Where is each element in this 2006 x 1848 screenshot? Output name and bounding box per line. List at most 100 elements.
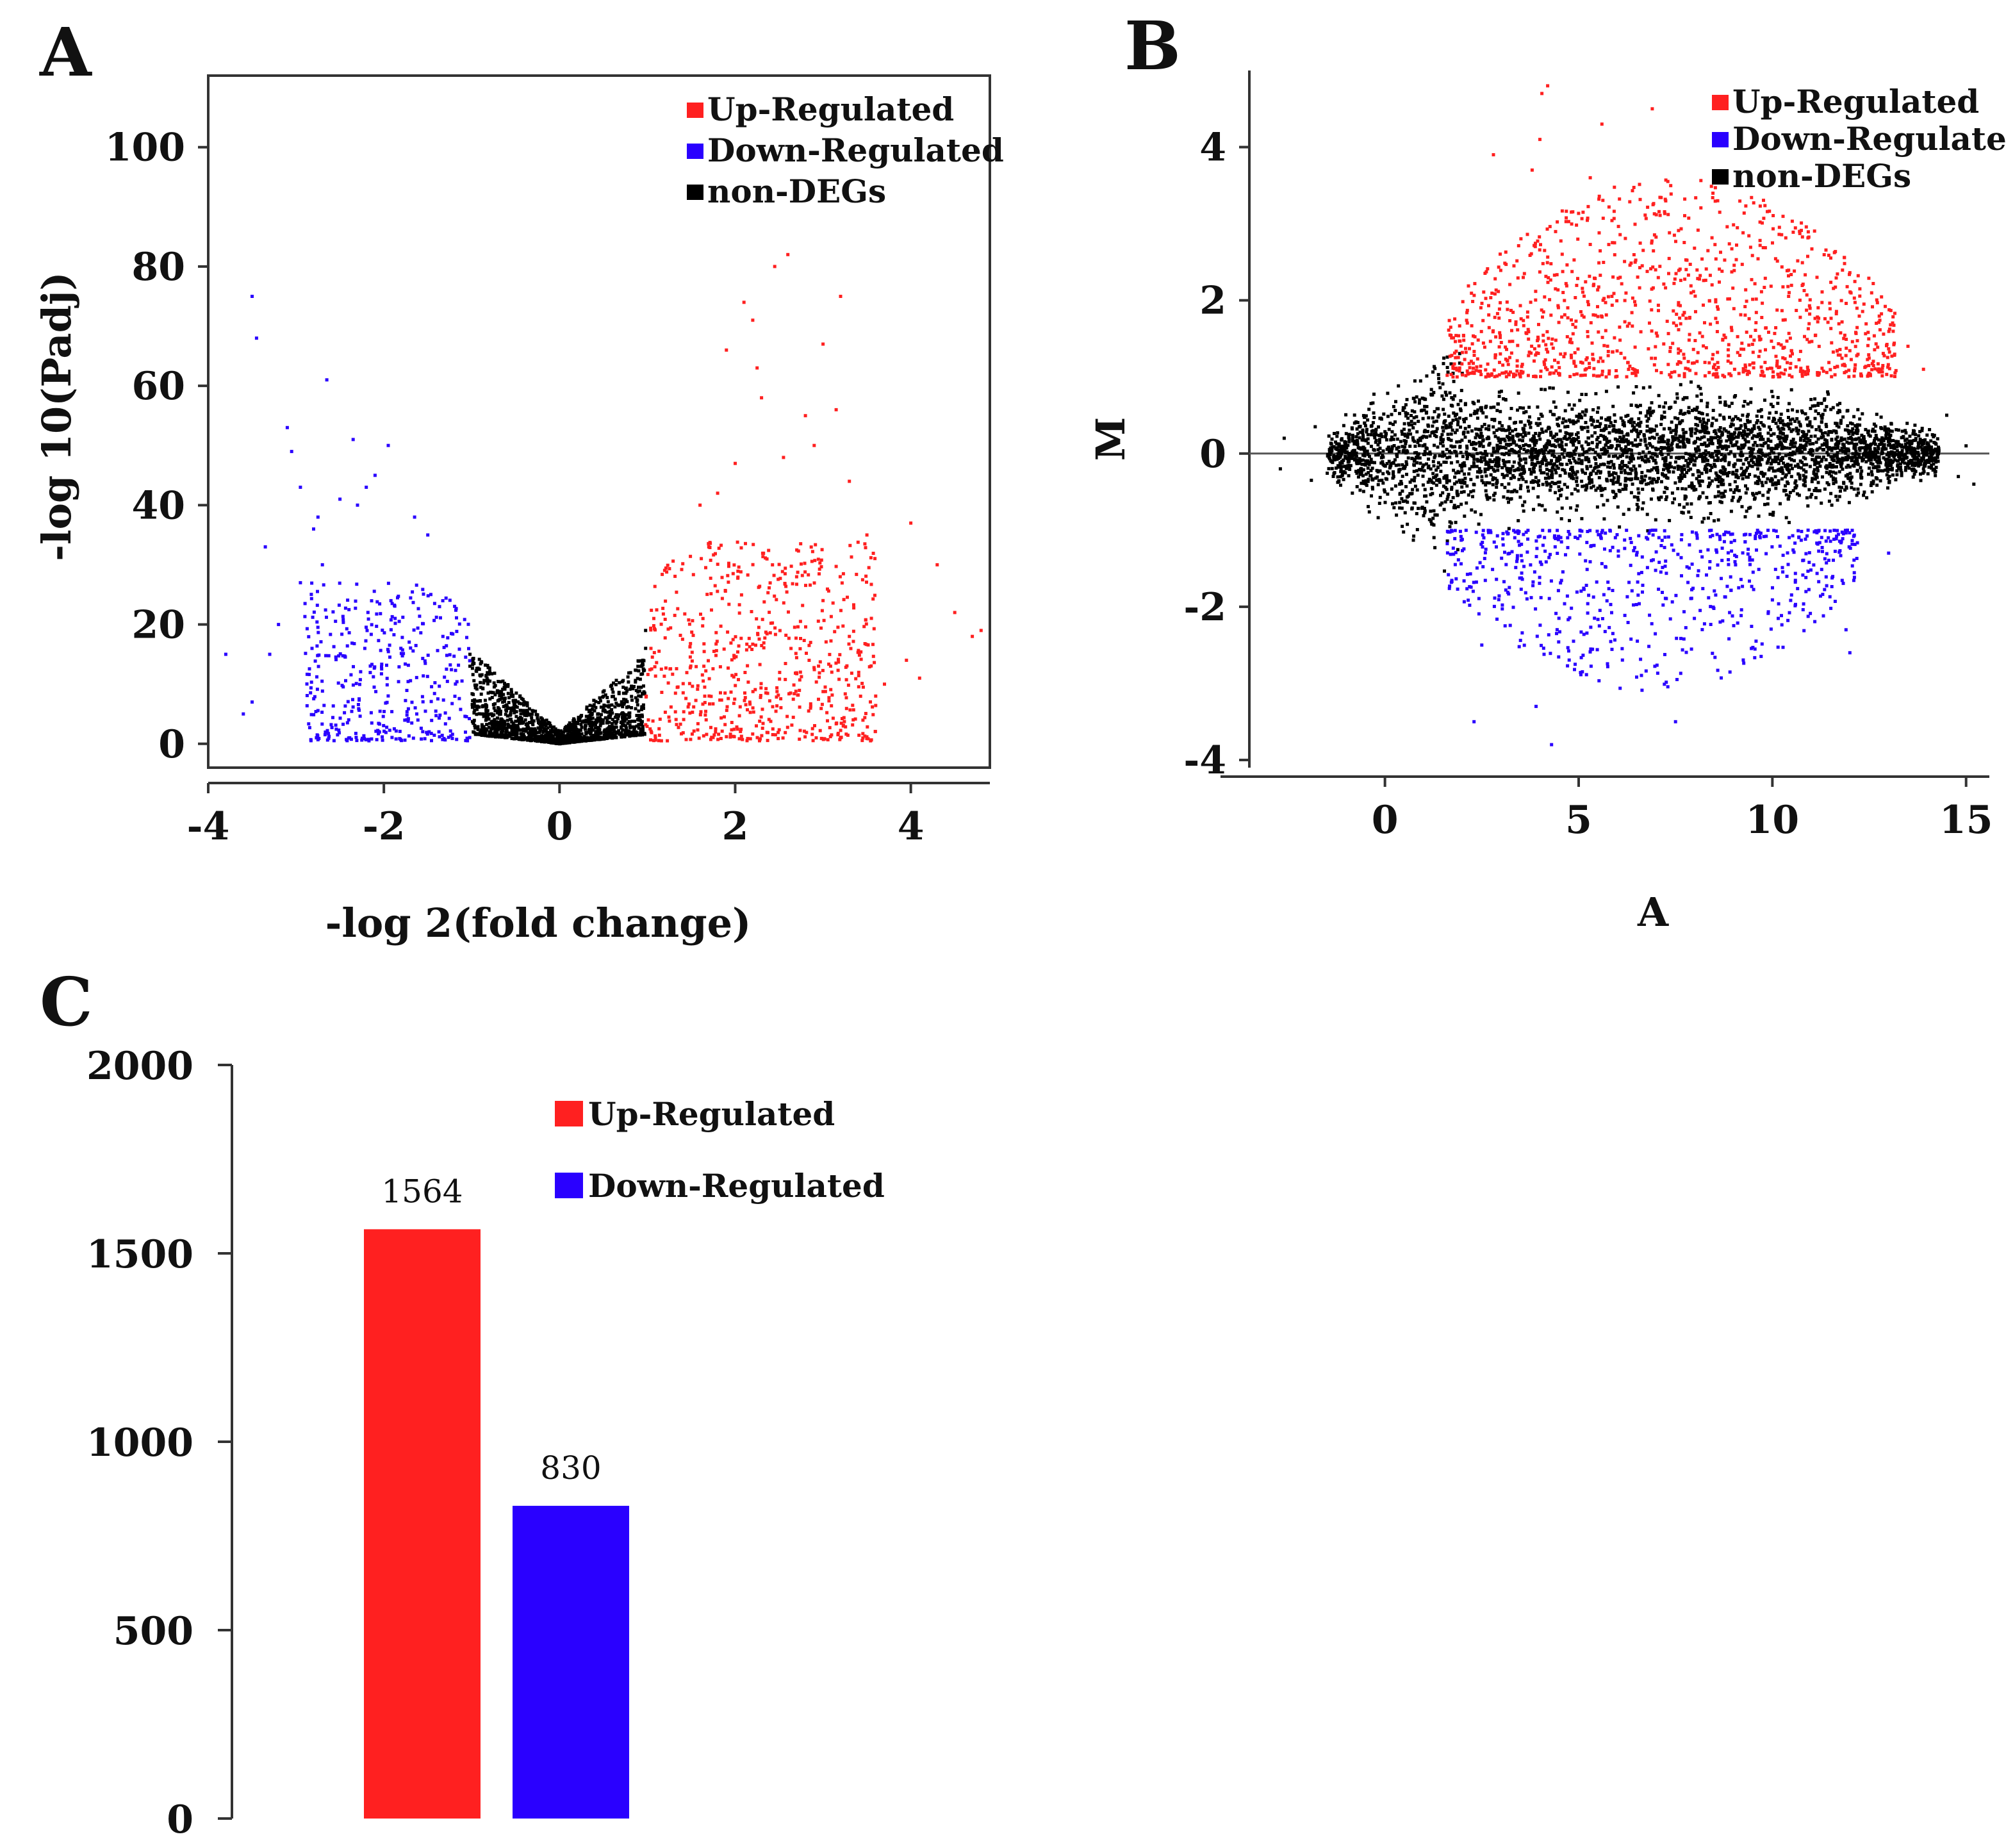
data-point <box>611 711 614 715</box>
data-point <box>303 615 307 618</box>
data-point <box>1934 465 1938 469</box>
data-point <box>488 697 492 701</box>
data-point <box>785 714 789 718</box>
data-point <box>807 643 811 647</box>
data-point <box>1431 472 1435 475</box>
data-point <box>1500 466 1504 470</box>
data-point <box>1415 395 1418 399</box>
data-point <box>1522 447 1526 451</box>
data-point <box>1550 472 1554 476</box>
data-point <box>1361 435 1365 439</box>
data-point <box>796 570 800 574</box>
data-point <box>488 670 491 673</box>
data-point <box>620 725 623 729</box>
data-point <box>1758 409 1762 413</box>
data-point <box>473 724 477 727</box>
data-point <box>1624 485 1627 489</box>
data-point <box>515 705 519 709</box>
data-point <box>1691 473 1695 477</box>
data-point <box>1596 419 1600 423</box>
data-point <box>1591 418 1595 422</box>
data-point <box>492 681 496 685</box>
data-point <box>277 623 281 627</box>
data-point <box>766 739 769 743</box>
data-point <box>589 712 593 716</box>
data-point <box>1575 479 1579 483</box>
data-point <box>696 728 700 732</box>
data-point <box>1775 447 1779 450</box>
data-point <box>756 632 760 636</box>
data-point <box>723 723 727 727</box>
data-point <box>487 717 491 721</box>
data-point <box>513 709 516 713</box>
data-point <box>499 680 503 684</box>
data-point <box>316 738 320 741</box>
data-point <box>309 713 313 716</box>
data-point <box>388 729 391 732</box>
data-point <box>1415 461 1418 465</box>
data-point <box>1560 506 1564 510</box>
data-point <box>1915 456 1919 459</box>
data-point <box>1328 450 1332 454</box>
data-point <box>1607 424 1611 428</box>
data-point <box>1797 493 1801 497</box>
data-point <box>620 712 624 716</box>
data-point <box>1435 429 1438 433</box>
data-point <box>1521 504 1525 507</box>
data-point <box>485 728 489 732</box>
data-point <box>714 730 718 734</box>
data-point <box>1877 438 1880 441</box>
data-point <box>1885 473 1889 477</box>
data-point <box>598 696 602 700</box>
data-point <box>1489 473 1493 477</box>
data-point <box>334 723 338 727</box>
data-point <box>1784 516 1788 520</box>
data-point <box>398 729 402 733</box>
data-point <box>359 670 363 673</box>
data-point <box>1779 421 1782 425</box>
data-point <box>592 698 596 702</box>
data-point <box>1700 412 1704 416</box>
data-point <box>675 723 678 727</box>
data-point <box>1442 356 1446 360</box>
data-point <box>445 667 448 671</box>
data-point <box>1825 466 1829 470</box>
data-point <box>1776 456 1780 459</box>
data-point <box>1358 431 1362 434</box>
data-point <box>560 736 564 739</box>
data-point <box>479 686 482 689</box>
data-point <box>1447 437 1450 440</box>
data-point <box>1828 462 1832 465</box>
data-point <box>1648 427 1652 431</box>
data-point <box>611 718 614 722</box>
data-point <box>599 705 603 709</box>
data-point <box>1512 449 1516 453</box>
data-point <box>1886 466 1889 470</box>
data-point <box>308 726 311 730</box>
x-tick-label: 0 <box>546 804 573 849</box>
data-point <box>1590 423 1594 427</box>
data-point <box>804 584 807 588</box>
data-point <box>1580 427 1584 431</box>
data-point <box>464 739 468 743</box>
data-point <box>1665 495 1668 499</box>
data-point <box>802 729 806 733</box>
data-point <box>570 726 574 730</box>
data-point <box>734 635 737 639</box>
data-point <box>846 595 849 599</box>
data-point <box>1791 417 1795 421</box>
data-point <box>1720 483 1723 486</box>
data-point <box>658 717 662 721</box>
data-point <box>1424 494 1428 498</box>
data-point <box>1355 485 1359 488</box>
data-point <box>1599 429 1603 433</box>
data-point <box>1449 404 1453 407</box>
data-point <box>1887 468 1891 471</box>
data-point <box>1766 453 1770 457</box>
data-point <box>470 720 474 723</box>
data-point <box>448 729 452 733</box>
data-point <box>1759 443 1763 447</box>
data-point <box>337 728 341 732</box>
data-point <box>1615 481 1618 484</box>
data-point <box>598 718 602 721</box>
